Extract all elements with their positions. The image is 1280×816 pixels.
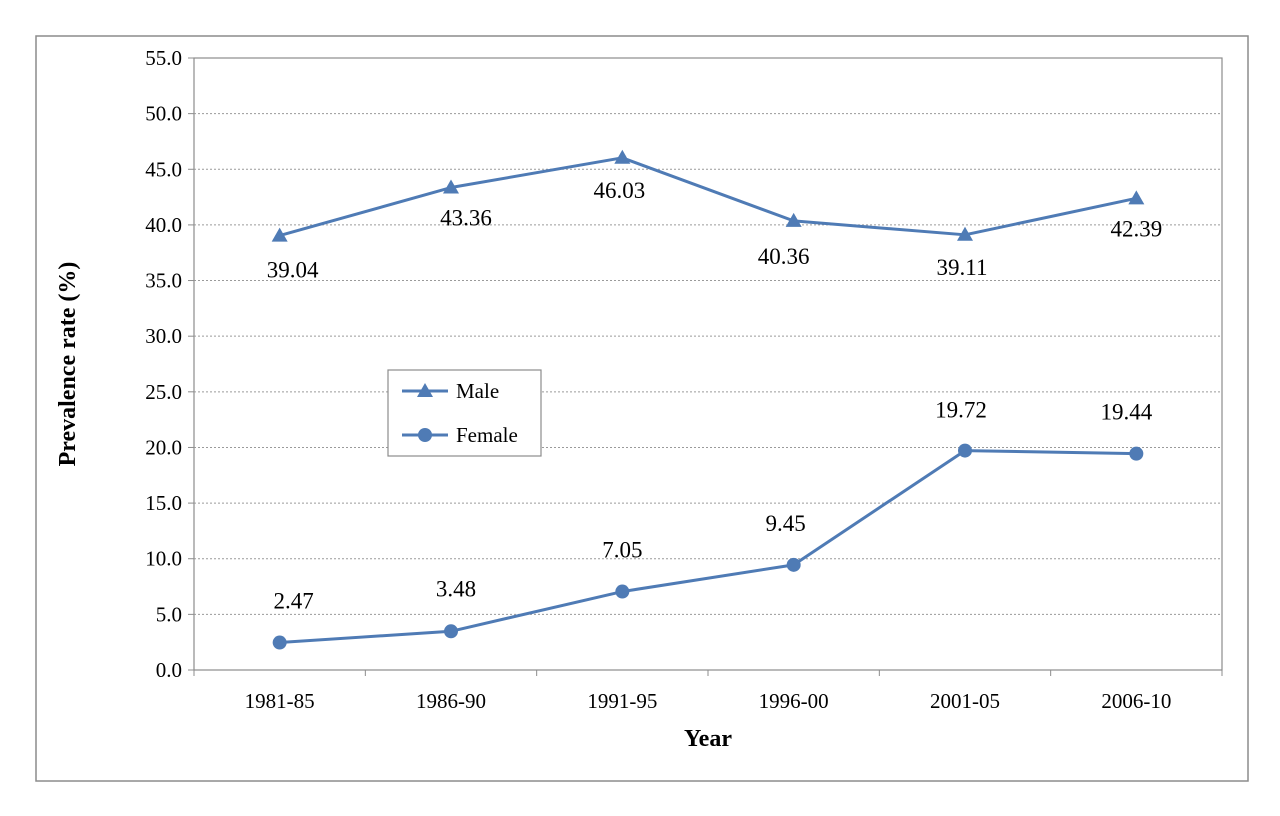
male-point [443,179,459,194]
female-point [1129,446,1144,461]
legend-female-marker [418,428,432,442]
y-tick-label: 15.0 [145,491,182,515]
female-data-label: 9.45 [766,511,806,536]
y-tick-label: 35.0 [145,269,182,293]
female-data-label: 7.05 [602,538,642,563]
series-lines [271,149,1145,650]
y-tick-label: 30.0 [145,324,182,348]
y-tick-label: 25.0 [145,380,182,404]
x-tick-label: 1996-00 [759,689,829,713]
female-data-label: 2.47 [274,589,314,614]
x-tick-label: 1991-95 [587,689,657,713]
data-labels: 39.04 43.36 46.03 40.36 39.11 42.39 2.47 3.48 7.… [267,178,1162,614]
male-point [271,227,288,242]
gridlines [194,113,1222,615]
male-point [785,212,802,227]
y-tick-label: 20.0 [145,435,182,459]
female-point [958,443,972,458]
female-data-label: 3.48 [436,576,476,601]
y-tick-label: 55.0 [145,46,182,70]
male-point [614,149,631,164]
x-tick-label: 1986-90 [416,689,486,713]
female-point [786,557,801,572]
x-tick-label: 2001-05 [930,689,1000,713]
male-data-label: 39.11 [937,255,988,280]
female-point [444,624,458,639]
x-axis-title: Year [684,726,732,752]
x-tick-label: 1981-85 [245,689,315,713]
y-tick-label: 10.0 [145,547,182,571]
y-axis-ticks: 0.0 5.0 10.0 15.0 20.0 25.0 30.0 35.0 40.0 45.0 50… [145,46,194,682]
female-series-line [279,449,1137,645]
legend: Male Female [387,369,542,457]
female-point [272,635,287,650]
legend-label-male: Male [456,379,499,403]
x-axis-ticks: 1981-85 1986-90 1991-95 1996-00 2001-05 2006-… [193,670,1223,713]
legend-male-marker [417,383,433,397]
y-axis-title: Prevalence rate (%) [55,262,81,467]
y-tick-label: 40.0 [145,213,182,237]
male-data-label: 40.36 [758,244,810,269]
male-point [957,226,973,241]
male-data-label: 46.03 [593,178,645,203]
chart-frame [35,35,1249,782]
male-data-label: 42.39 [1110,216,1162,241]
male-data-label: 39.04 [267,258,319,283]
y-tick-label: 5.0 [156,602,182,626]
male-series-line [279,156,1137,238]
legend-box [387,369,542,457]
male-point [1128,190,1145,205]
y-tick-label: 0.0 [156,658,182,682]
y-tick-label: 50.0 [145,102,182,126]
female-data-label: 19.44 [1100,400,1152,425]
legend-label-female: Female [456,423,518,447]
male-data-label: 43.36 [440,206,492,231]
female-point [615,584,630,599]
x-tick-label: 2006-10 [1101,689,1171,713]
y-tick-label: 45.0 [145,157,182,181]
female-data-label: 19.72 [935,398,987,423]
